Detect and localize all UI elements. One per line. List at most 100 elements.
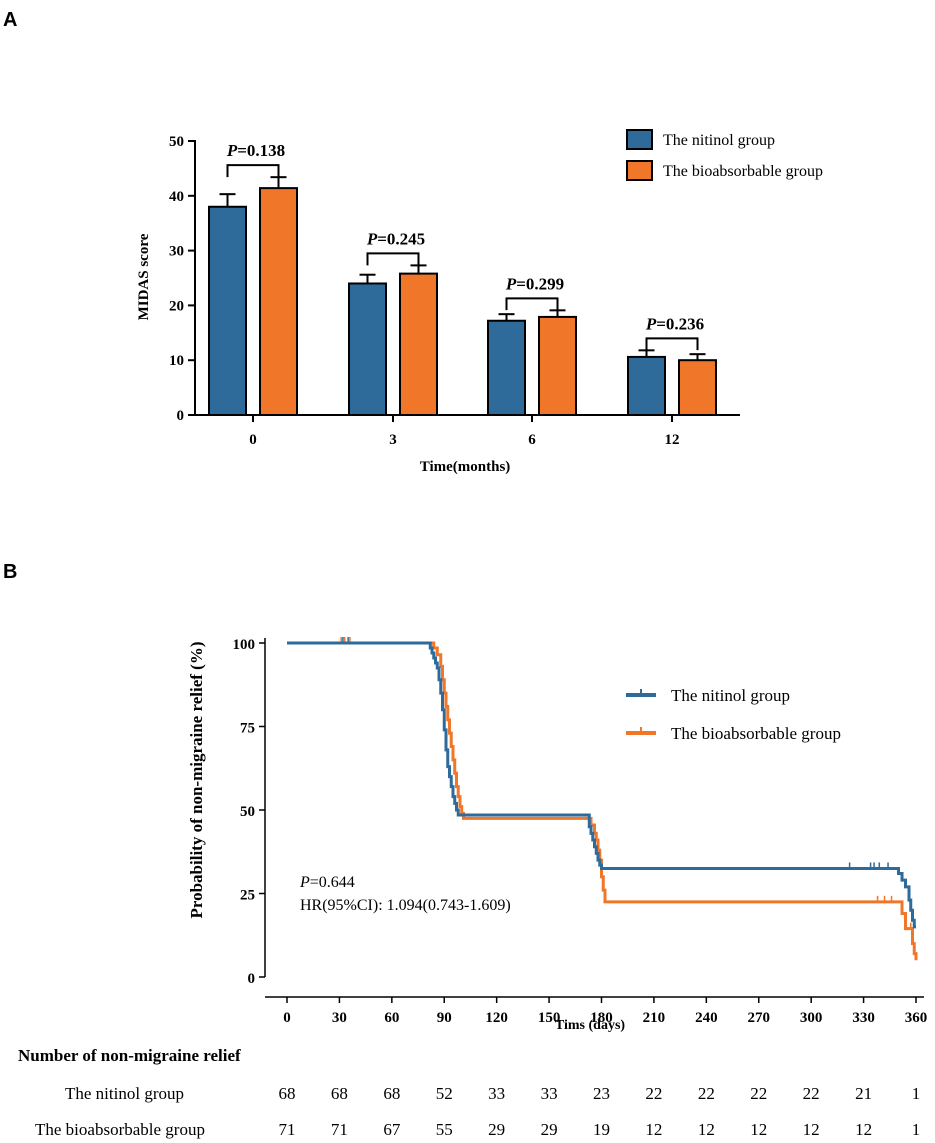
risk-cell: 68 (331, 1084, 348, 1103)
risk-cell: 29 (488, 1120, 505, 1139)
risk-cell: 22 (750, 1084, 767, 1103)
km-x-tick-label: 330 (852, 1010, 875, 1026)
p-number: =0.245 (377, 229, 425, 248)
p-number: =0.299 (516, 274, 564, 293)
km-chart: 0 25 50 75 100 0 30 60 90 120 150 180 210 240 270 300 33… (233, 637, 928, 1026)
risk-cell: 23 (593, 1084, 610, 1103)
risk-cell: 1 (912, 1120, 921, 1139)
p-italic: P (366, 229, 378, 248)
bar-bioabsorbable (538, 315, 577, 416)
km-p-number: =0.644 (310, 874, 355, 891)
risk-cell: 21 (855, 1084, 872, 1103)
bar-nitinol (487, 319, 526, 416)
risk-cell: 12 (645, 1120, 662, 1139)
risk-cell: 12 (750, 1120, 767, 1139)
km-p-label: P (299, 874, 310, 891)
risk-cell: 12 (803, 1120, 820, 1139)
risk-cell: 68 (279, 1084, 296, 1103)
bar-x-tick-label: 3 (389, 432, 397, 448)
bar-y-tick-label: 40 (169, 189, 184, 205)
km-x-tick-label: 240 (695, 1010, 718, 1026)
p-value-label: P=0.245 (366, 229, 425, 248)
p-italic: P (645, 314, 657, 333)
km-legend-nitinol: The nitinol group (671, 686, 790, 705)
p-value-bracket (366, 252, 420, 266)
risk-cell: 52 (436, 1084, 453, 1103)
risk-cell: 33 (488, 1084, 505, 1103)
risk-cell: 29 (541, 1120, 558, 1139)
p-value-bracket (645, 337, 699, 351)
km-x-tick-label: 90 (437, 1010, 452, 1026)
bar-y-tick-label: 30 (169, 244, 184, 260)
km-p-value: P=0.644 (299, 874, 355, 891)
bar-nitinol (627, 355, 666, 416)
p-value-label: P=0.236 (645, 314, 704, 333)
risk-cell: 71 (331, 1120, 348, 1139)
risk-cell: 55 (436, 1120, 453, 1139)
km-x-tick-label: 30 (332, 1010, 347, 1026)
km-curve-bioabsorbable (287, 641, 918, 961)
risk-cell: 71 (279, 1120, 296, 1139)
km-y-tick-label: 75 (240, 721, 255, 737)
km-y-tick-label: 25 (240, 888, 255, 904)
bar-legend-bioabsorbable: The bioabsorbable group (663, 163, 823, 180)
km-curve-nitinol (287, 641, 916, 929)
km-hr-text: HR(95%CI): 1.094(0.743-1.609) (300, 897, 511, 914)
risk-cell: 22 (803, 1084, 820, 1103)
risk-cell: 22 (698, 1084, 715, 1103)
km-x-axis-label: Tims (days) (555, 1018, 625, 1033)
km-x-tick-label: 150 (538, 1010, 561, 1026)
panel-b-label: B (3, 561, 17, 583)
legend-swatch-nitinol (626, 129, 653, 150)
p-value-bracket (226, 164, 280, 178)
bar-bioabsorbable (399, 272, 438, 416)
bar-x-tick-label: 6 (528, 432, 536, 448)
bar-x-axis-label: Time(months) (420, 459, 511, 475)
risk-cell: 33 (541, 1084, 558, 1103)
risk-cell: 1 (912, 1084, 921, 1103)
km-y-tick-label: 100 (233, 637, 256, 653)
km-legend-bioabsorbable: The bioabsorbable group (671, 724, 841, 743)
risk-cell: 68 (383, 1084, 400, 1103)
bar-y-tick-label: 50 (169, 134, 184, 150)
risk-cell: 67 (383, 1120, 401, 1139)
risk-table-title: Number of non-migraine relief (18, 1046, 241, 1065)
bar-x-tick-label: 0 (249, 432, 257, 448)
risk-cell: 22 (645, 1084, 662, 1103)
bar-y-tick-label: 0 (177, 408, 185, 424)
p-value-label: P=0.138 (226, 141, 285, 160)
km-x-tick-label: 180 (590, 1010, 613, 1026)
km-x-tick-label: 300 (800, 1010, 823, 1026)
km-x-tick-label: 120 (485, 1010, 508, 1026)
bar-legend-nitinol: The nitinol group (663, 132, 775, 149)
p-value-bracket (505, 297, 559, 311)
p-number: =0.138 (237, 141, 285, 160)
bar-nitinol (348, 282, 387, 417)
p-number: =0.236 (656, 314, 704, 333)
bar-y-axis-label: MIDAS score (136, 233, 152, 320)
km-x-tick-label: 60 (384, 1010, 399, 1026)
km-y-tick-label: 0 (248, 971, 256, 987)
km-y-axis-label: Probability of non-migraine relief (%) (187, 641, 206, 918)
risk-row-label-nitinol: The nitinol group (65, 1084, 184, 1103)
km-x-tick-label: 210 (643, 1010, 666, 1026)
p-value-label: P=0.299 (505, 274, 564, 293)
km-x-tick-label: 360 (905, 1010, 928, 1026)
bar-nitinol (208, 205, 247, 416)
risk-table-values: 68 68 68 52 33 33 23 22 22 22 22 21 1 71 71 67 55 29 29 19 1… (279, 1084, 921, 1139)
risk-cell: 19 (593, 1120, 610, 1139)
km-x-tick-label: 0 (283, 1010, 291, 1026)
risk-cell: 12 (855, 1120, 872, 1139)
risk-row-label-bioabsorbable: The bioabsorbable group (35, 1120, 205, 1139)
bar-y-tick-label: 20 (169, 298, 184, 314)
risk-cell: 12 (698, 1120, 715, 1139)
bar-bioabsorbable (259, 187, 298, 416)
km-x-tick-label: 270 (748, 1010, 771, 1026)
bar-x-tick-label: 12 (665, 432, 680, 448)
p-italic: P (505, 274, 517, 293)
legend-swatch-bioabsorbable (626, 160, 653, 181)
panel-a-label: A (3, 9, 17, 31)
bar-y-tick-label: 10 (169, 353, 184, 369)
bar-chart: 010203040500P=0.1383P=0.2456P=0.29912P=0… (169, 134, 740, 448)
